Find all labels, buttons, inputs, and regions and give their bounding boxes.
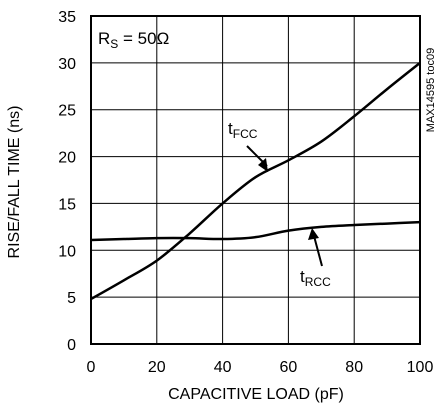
x-tick-label: 80	[345, 359, 363, 376]
y-tick-label: 0	[67, 337, 76, 354]
x-tick-label: 60	[280, 359, 298, 376]
x-tick-label: 0	[87, 359, 96, 376]
x-axis-label: CAPACITIVE LOAD (pF)	[168, 386, 344, 403]
x-tick-label: 40	[214, 359, 232, 376]
y-tick-label: 25	[58, 103, 76, 120]
y-axis-label: RISE/FALL TIME (ns)	[6, 106, 23, 259]
arrow-trcc	[313, 235, 323, 267]
series-lines	[90, 61, 421, 301]
figure-id: MAX14595 toc09	[425, 48, 437, 132]
tick-labels: 0 20 40 60 80 100 0 5 10 15 20 25 30 35	[58, 9, 433, 376]
series-line-tfcc	[90, 61, 421, 301]
grid	[90, 15, 421, 345]
series-label-trcc: tRCC	[300, 267, 331, 289]
x-tick-label: 20	[148, 359, 166, 376]
series-label-tfcc: tFCC	[228, 119, 258, 141]
y-tick-label: 20	[58, 150, 76, 167]
resistance-annotation: RS = 50Ω	[98, 29, 169, 51]
y-tick-label: 30	[58, 56, 76, 73]
series-line-trcc	[90, 220, 421, 242]
y-tick-label: 5	[67, 290, 76, 307]
y-tick-label: 15	[58, 196, 76, 213]
arrowhead-tfcc	[258, 158, 268, 172]
plot-frame	[90, 15, 421, 345]
x-tick-label: 100	[407, 359, 434, 376]
y-tick-label: 10	[58, 243, 76, 260]
y-tick-label: 35	[58, 9, 76, 26]
arrowhead-trcc	[308, 228, 319, 240]
